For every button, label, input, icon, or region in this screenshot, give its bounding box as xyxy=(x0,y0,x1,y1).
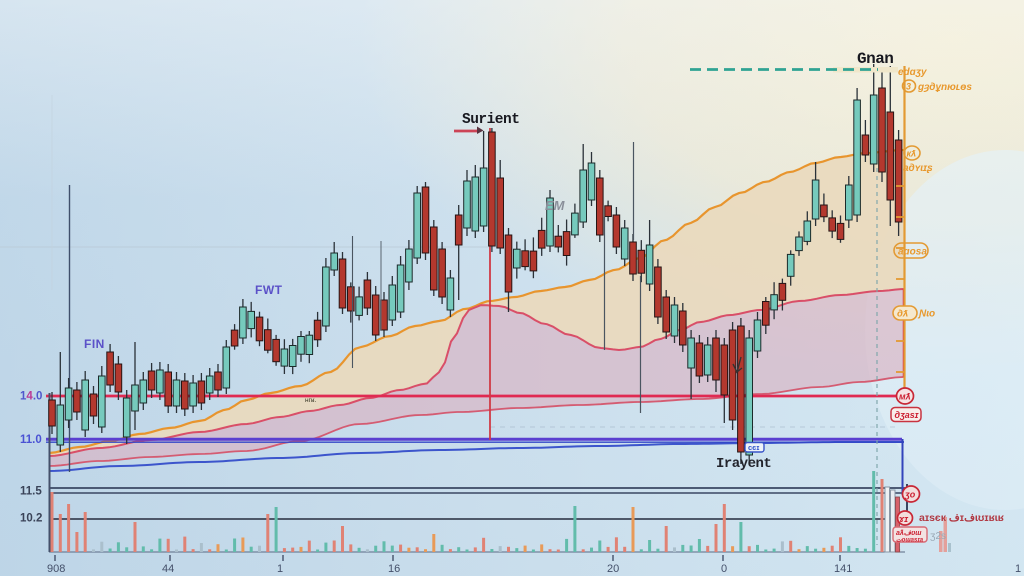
svg-text:FWT: FWT xyxy=(255,283,283,297)
svg-text:908: 908 xyxy=(47,563,65,575)
svg-text:1: 1 xyxy=(1015,563,1021,575)
svg-text:EM: EM xyxy=(545,198,566,213)
svg-text:ʒо: ʒо xyxy=(904,490,916,500)
svg-text:дʒаѕɪ: дʒаѕɪ xyxy=(895,410,919,420)
svg-text:10.2: 10.2 xyxy=(20,513,42,525)
svg-text:3: 3 xyxy=(906,82,911,92)
svg-text:аɑоѕа: аɑоѕа xyxy=(898,247,927,258)
svg-text:14.0: 14.0 xyxy=(20,391,42,403)
svg-text:кƛ: кƛ xyxy=(907,149,917,159)
svg-text:ʒ2ѕ: ʒ2ѕ xyxy=(930,531,946,542)
svg-text:0: 0 xyxy=(721,563,727,575)
svg-text:11.5: 11.5 xyxy=(20,486,42,498)
svg-text:Gnan: Gnan xyxy=(857,50,893,68)
svg-text:edɑʒy: edɑʒy xyxy=(898,67,927,78)
svg-text:адʏɩɪʂ: адʏɩɪʂ xyxy=(903,163,933,174)
svg-text:Irayent: Irayent xyxy=(716,456,771,472)
svg-text:141: 141 xyxy=(834,563,852,575)
svg-text:ɤɪ: ɤɪ xyxy=(899,514,908,524)
svg-text:аɪѕєк فɪفɩʊɪʁɩʁ: аɪѕєк فɪفɩʊɪʁɩʁ xyxy=(919,512,1005,524)
svg-text:мƛ: мƛ xyxy=(899,392,911,402)
svg-text:FIN: FIN xyxy=(84,337,105,351)
svg-text:Ɲɩо: Ɲɩо xyxy=(917,309,935,320)
svg-text:1: 1 xyxy=(277,563,283,575)
svg-text:تоɯаѕɪа: تоɯаѕɪа xyxy=(896,538,924,544)
svg-text:Surient: Surient xyxy=(462,112,519,128)
svg-text:44: 44 xyxy=(162,563,174,575)
svg-text:сєɪ: сєɪ xyxy=(748,443,759,452)
svg-text:дƛ: дƛ xyxy=(897,309,908,320)
svg-text:аƛفʋɯ: аƛفʋɯ xyxy=(896,530,922,537)
svg-text:нгʁ.: нгʁ. xyxy=(305,397,316,404)
svg-text:20: 20 xyxy=(607,563,619,575)
svg-text:11.0: 11.0 xyxy=(20,434,42,446)
svg-text:gȝдұnюʟөѕ: gȝдұnюʟөѕ xyxy=(917,82,972,93)
svg-text:16: 16 xyxy=(388,563,400,575)
